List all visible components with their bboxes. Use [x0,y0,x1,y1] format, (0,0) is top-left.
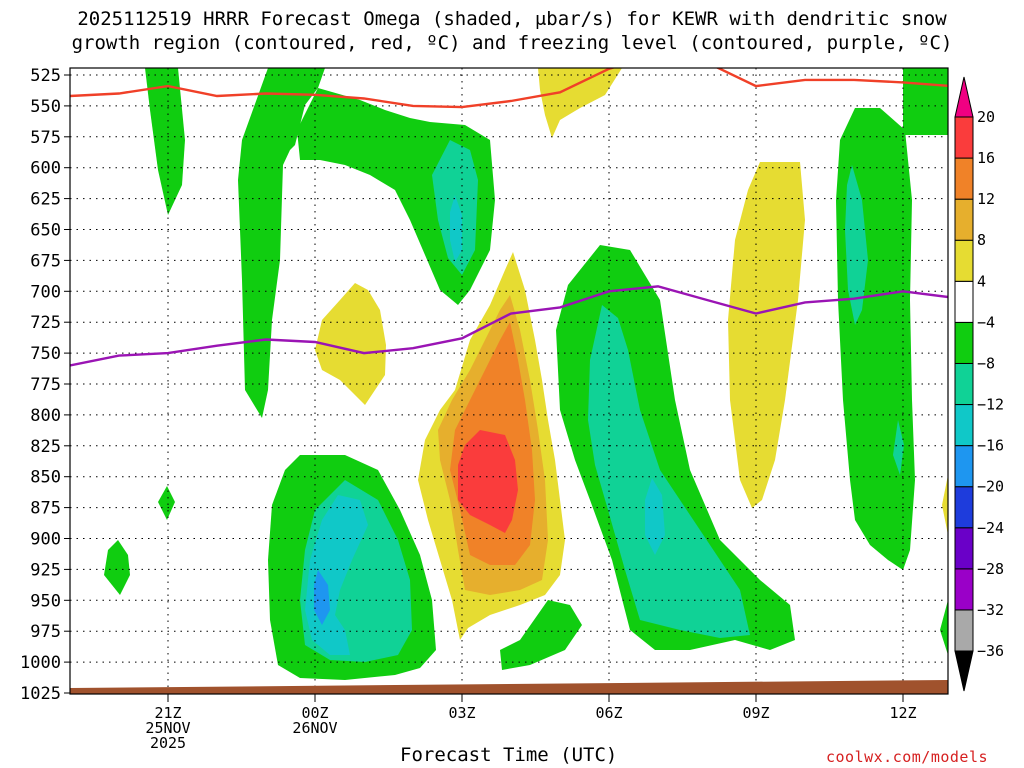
x-tick-label: 03Z [448,704,475,722]
y-tick-label: 575 [30,128,61,148]
colorbar-extend-low [954,650,974,692]
x-tick-label: 06Z [595,704,622,722]
colorbar-swatch [954,404,974,447]
colorbar-swatch [954,362,974,406]
colorbar-extend-high [954,76,974,118]
colorbar-tick-label: 4 [977,272,986,290]
y-tick-label: 900 [30,530,61,550]
y-tick-label: 850 [30,468,61,488]
omega-region-yellow-c [315,283,386,405]
shaded-omega-field [104,68,948,680]
omega-region-cyan-c [645,478,665,555]
y-tick-label: 975 [30,622,61,642]
colorbar-tick-label: −32 [977,601,1004,619]
y-axis: 525 550 575 600 625 650 675 700 725 750 775 800 825 8… [20,66,70,704]
colorbar-tick-label: −20 [977,478,1004,496]
colorbar-swatch [954,157,974,200]
y-tick-label: 525 [30,66,61,86]
y-tick-label: 950 [30,591,61,611]
omega-region-teal-c [588,305,750,638]
omega-region-green-g [836,108,915,570]
y-tick-label: 875 [30,499,61,519]
y-tick-label: 625 [30,190,61,210]
colorbar-swatch [954,280,974,323]
x-tick-label: 09Z [742,704,769,722]
omega-region-green-f [500,600,582,670]
y-tick-label: 550 [30,97,61,117]
colorbar-swatch [954,527,974,570]
chart-title-line-2: growth region (contoured, red, ºC) and f… [71,32,953,54]
contour-lines [70,68,948,367]
colorbar-swatch [954,609,974,652]
y-tick-label: 1000 [20,653,61,673]
x-tick-label: 26NOV [292,719,337,737]
y-tick-label: 675 [30,251,61,271]
y-tick-label: 600 [30,159,61,179]
omega-region-green-a [145,68,185,215]
y-tick-label: 650 [30,221,61,241]
omega-region-cyan-a [450,195,462,262]
omega-region-yellow-e [942,475,948,535]
omega-region-teal-e [893,420,904,475]
y-tick-label: 750 [30,344,61,364]
contour-line [70,285,948,367]
colorbar-swatch [954,321,974,364]
colorbar-tick-label: −16 [977,437,1004,455]
omega-region-green-k [940,600,948,655]
colorbar-tick-label: −36 [977,642,1004,660]
colorbar-tick-label: −24 [977,519,1004,537]
y-tick-label: 725 [30,313,61,333]
colorbar-swatch [954,239,974,282]
colorbar-tick-label: −4 [977,313,995,331]
colorbar-swatch [954,116,974,159]
colorbar-tick-label: 8 [977,231,986,249]
colorbar-tick-label: 12 [977,190,995,208]
omega-region-green-b [238,68,325,418]
omega-region-green-c [297,88,495,305]
chart-title-line-1: 2025112519 HRRR Forecast Omega (shaded, … [77,8,947,30]
x-axis-label: Forecast Time (UTC) [400,744,618,766]
credit-link[interactable]: coolwx.com/models [826,748,989,766]
colorbar-swatch [954,568,974,611]
y-tick-label: 775 [30,375,61,395]
colorbar-tick-label: 16 [977,149,995,167]
colorbar-tick-label: −8 [977,354,995,372]
y-tick-label: 825 [30,437,61,457]
omega-region-green-h [903,68,948,135]
plot-border [69,67,949,695]
x-tick-label: 00Z [301,704,328,722]
gridlines [70,68,948,694]
colorbar-swatch [954,486,974,529]
y-tick-label: 925 [30,560,61,580]
colorbar-swatch [954,445,974,488]
omega-region-green-i [104,540,130,595]
contour-line [70,68,948,109]
x-tick-label: 21Z [154,704,181,722]
x-tick-label: 12Z [889,704,916,722]
omega-region-green-j [158,486,175,520]
colorbar-tick-label: −12 [977,396,1004,414]
omega-region-yellow-b [728,162,805,508]
colorbar-tick-label: 20 [977,108,995,126]
terrain-band [70,680,948,694]
x-tick-label: 2025 [150,734,186,752]
y-tick-label: 1025 [20,684,61,704]
colorbar-swatch [954,198,974,241]
y-tick-label: 800 [30,406,61,426]
omega-region-yellow-a [538,68,622,138]
omega-region-blue-a [314,570,330,625]
omega-region-teal-d [845,165,868,325]
x-tick-label: 25NOV [145,719,190,737]
colorbar: −36 −32 −28 −24 −20 −16 −12 −8 −4 4 8 12 16 20 [954,76,1004,692]
y-tick-label: 700 [30,282,61,302]
colorbar-tick-label: −28 [977,560,1004,578]
